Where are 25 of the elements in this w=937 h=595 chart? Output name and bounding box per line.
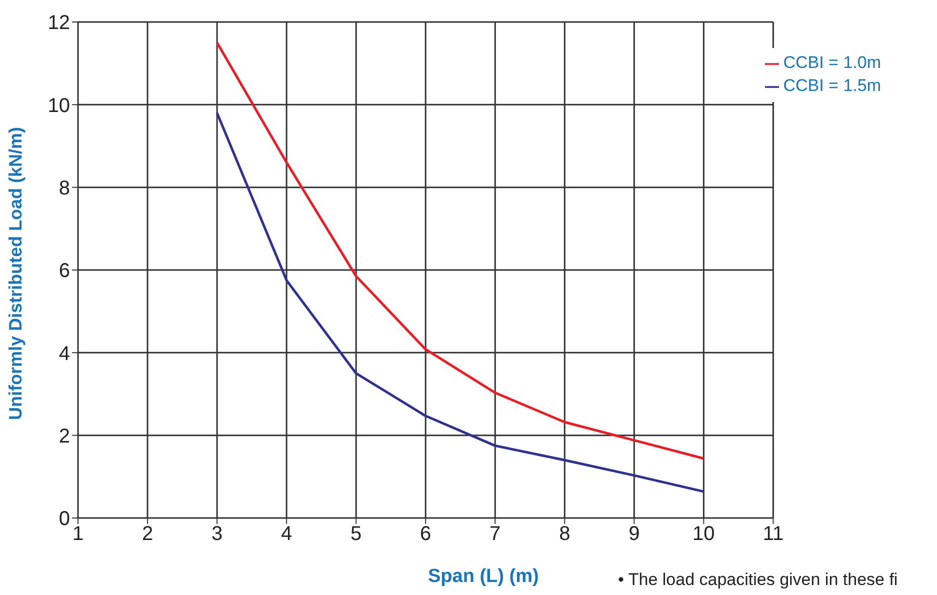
x-axis-title: Span (L) (m) (428, 566, 539, 588)
x-tick-label: 5 (350, 523, 362, 546)
y-axis-title: Uniformly Distributed Load (kN/m) (5, 126, 26, 420)
x-tick-label: 10 (692, 523, 715, 546)
y-tick-label: 4 (58, 342, 70, 365)
x-tick-label: 6 (420, 523, 432, 546)
x-tick-label: 2 (142, 523, 154, 546)
x-tick-label: 7 (490, 523, 501, 546)
legend-label: CCBI = 1.5m (783, 76, 881, 95)
x-tick-label: 8 (559, 523, 570, 546)
y-tick-label: 8 (58, 177, 70, 200)
y-tick-label: 2 (58, 425, 70, 448)
x-tick-label: 9 (628, 523, 640, 546)
line-series (216, 41, 705, 460)
x-tick-label: 3 (211, 523, 223, 546)
text: • The load capacities given in these fi (618, 570, 898, 590)
line-series (216, 112, 705, 493)
x-tick-label: 4 (281, 523, 292, 546)
y-tick-label: 0 (58, 508, 70, 530)
y-tick-label: 6 (58, 260, 70, 282)
y-tick-label: 10 (48, 94, 70, 117)
x-tick-label: 1 (72, 523, 84, 546)
x-tick-label: 11 (762, 523, 784, 546)
legend-label: CCBI = 1.0m (783, 53, 881, 72)
y-tick-label: 12 (48, 12, 70, 34)
